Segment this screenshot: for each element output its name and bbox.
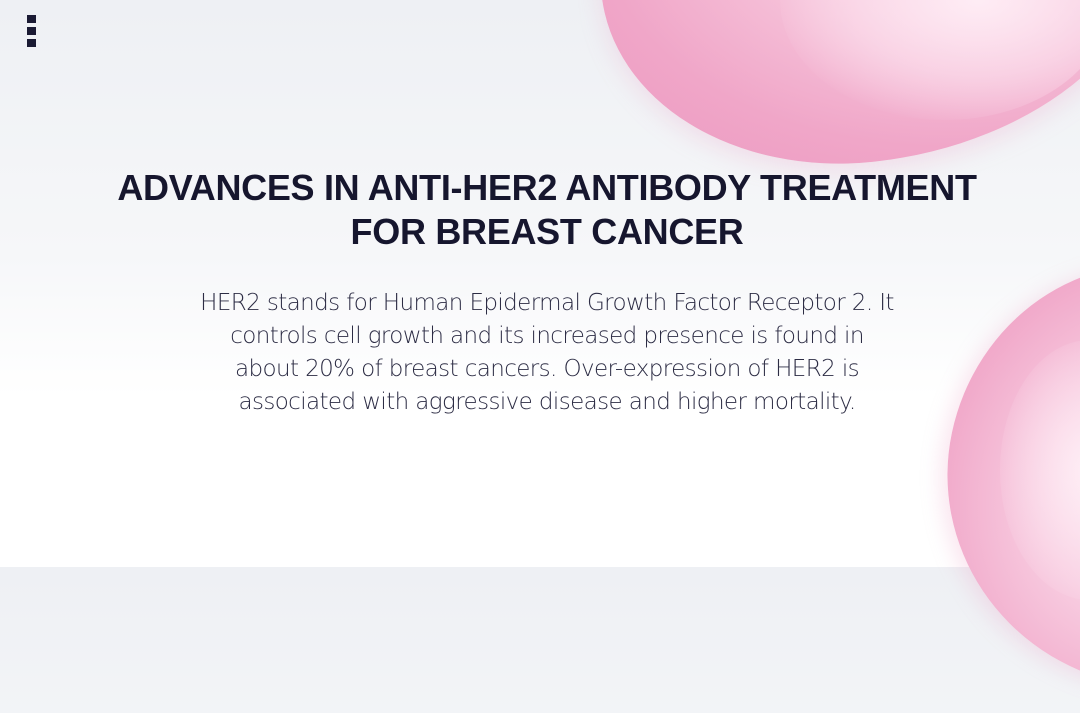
- slide-content: ADVANCES IN ANTI-HER2 ANTIBODY TREATMENT…: [117, 167, 977, 415]
- slide-body-text: HER2 stands for Human Epidermal Growth F…: [200, 290, 894, 415]
- menu-dot: [26, 15, 36, 23]
- menu-dot: [26, 39, 36, 47]
- menu-dot: [26, 27, 36, 35]
- slide-title: ADVANCES IN ANTI-HER2 ANTIBODY TREATMENT…: [117, 167, 977, 252]
- menu-button[interactable]: [20, 10, 42, 52]
